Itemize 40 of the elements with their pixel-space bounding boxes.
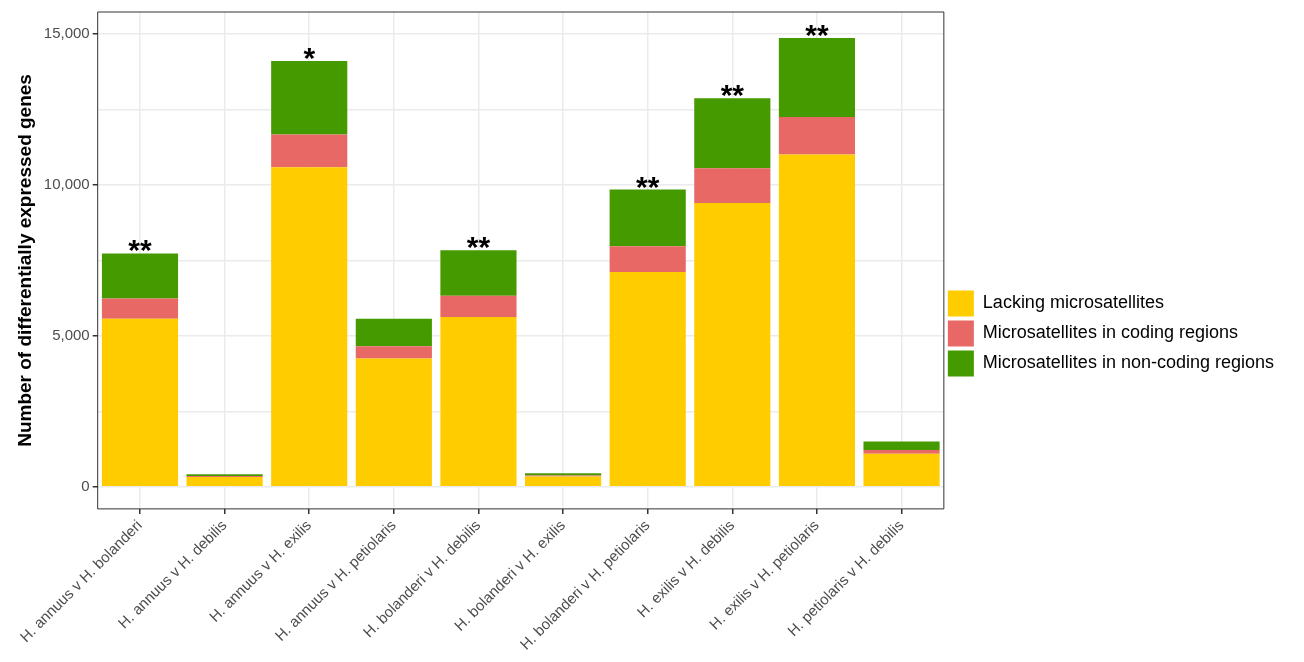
bar bbox=[863, 441, 940, 451]
bar bbox=[101, 298, 179, 319]
y-tick-label: 5,000 bbox=[52, 326, 90, 344]
legend-label: Lacking microsatellites bbox=[982, 292, 1164, 313]
bar bbox=[694, 203, 771, 487]
y-tick-label: 10,000 bbox=[43, 175, 90, 193]
y-tick-label: 15,000 bbox=[43, 24, 90, 42]
bar bbox=[186, 476, 263, 487]
bar bbox=[271, 60, 348, 135]
bar bbox=[778, 37, 856, 118]
bar bbox=[609, 189, 686, 247]
bar bbox=[778, 117, 856, 155]
annotation: ** bbox=[128, 233, 152, 267]
bar bbox=[355, 358, 432, 487]
bar bbox=[694, 168, 771, 204]
legend-label: Microsatellites in coding regions bbox=[982, 322, 1238, 343]
legend-label: Microsatellites in non-coding regions bbox=[982, 352, 1275, 373]
y-tick-label: 0 bbox=[81, 476, 90, 494]
bar bbox=[609, 271, 686, 487]
bar bbox=[609, 246, 686, 272]
bar bbox=[525, 476, 602, 487]
bar bbox=[863, 453, 940, 487]
bar bbox=[863, 450, 940, 454]
annotation: * bbox=[303, 40, 316, 74]
bar bbox=[778, 154, 856, 487]
y-axis-title: Number of differentially expressed genes bbox=[13, 74, 35, 447]
bar bbox=[355, 346, 432, 359]
annotation: ** bbox=[720, 78, 745, 112]
bar bbox=[440, 316, 517, 487]
bar bbox=[440, 295, 517, 317]
annotation: ** bbox=[636, 169, 660, 203]
annotation: ** bbox=[466, 230, 491, 264]
annotation: ** bbox=[805, 17, 829, 51]
bar bbox=[101, 318, 179, 487]
bar bbox=[271, 134, 348, 168]
bar bbox=[271, 167, 348, 487]
bar bbox=[694, 98, 771, 169]
bar bbox=[355, 318, 432, 347]
bar bbox=[440, 250, 517, 296]
bar bbox=[101, 253, 179, 299]
